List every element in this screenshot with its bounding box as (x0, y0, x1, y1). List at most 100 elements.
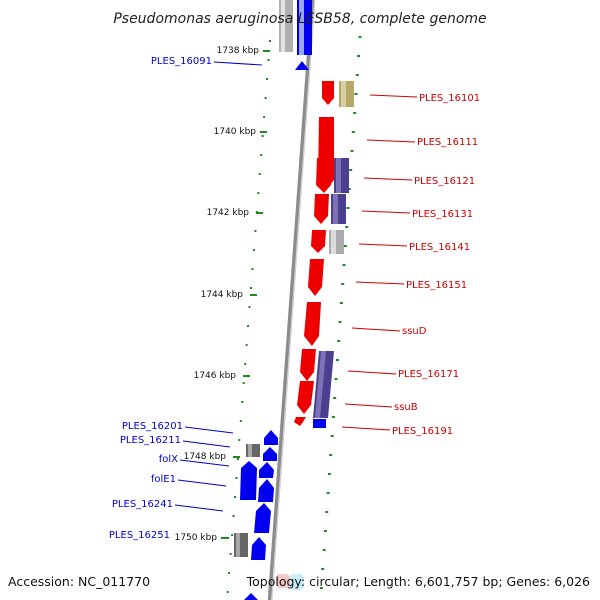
leader-ssud (351, 327, 401, 332)
gc-dot (229, 553, 232, 555)
gc-dot (357, 55, 361, 57)
leader-folx (179, 459, 230, 467)
leader-ssub (344, 403, 393, 408)
scale-label-1746: 1746 kbp (194, 371, 237, 381)
leader-ples-16131 (361, 210, 411, 214)
gc-dot (355, 74, 359, 76)
leader-ples-16241 (174, 504, 224, 512)
gc-dot (263, 116, 266, 118)
gc-dot (334, 378, 338, 380)
gc-content-track (226, 36, 362, 593)
gc-dot (341, 283, 345, 285)
gc-dot (333, 397, 337, 399)
gc-dot (353, 112, 357, 114)
scale-label-1750: 1750 kbp (175, 533, 218, 543)
faint-feature-pink (276, 574, 290, 588)
gc-dot (350, 150, 354, 152)
leader-ples-16151 (355, 281, 405, 285)
gene-ples-16251-b (251, 537, 266, 560)
feature-gray-shine (331, 230, 336, 254)
gene-ples-16241-b (254, 503, 271, 533)
feature-top-blue-shine (299, 0, 304, 55)
leader-ples-16111 (366, 139, 416, 143)
gc-dot (346, 207, 350, 209)
gc-dot (258, 173, 261, 175)
label-ples-16111: PLES_16111 (417, 137, 478, 148)
reverse-genes (234, 430, 278, 600)
gene-ples-16211-shine (248, 444, 252, 457)
gc-dot (234, 496, 236, 498)
scale-label-1744: 1744 kbp (201, 290, 244, 300)
gc-dot (241, 401, 244, 403)
gc-dot (347, 188, 351, 190)
feature-purple-1-shine (336, 158, 341, 193)
leader-ples-16201 (184, 426, 234, 434)
gene-ples-16191 (294, 417, 306, 426)
gc-dot (331, 416, 335, 418)
map-title: Pseudomonas aeruginosa LESB58, complete … (113, 11, 486, 27)
gc-dot (232, 515, 235, 517)
gc-dot (345, 226, 349, 228)
leader-ples-16121 (363, 177, 413, 181)
gc-dot (321, 568, 325, 570)
label-ples-16131: PLES_16131 (412, 209, 473, 220)
scale-label-1748: 1748 kbp (184, 452, 227, 462)
gene-ples-16101 (322, 81, 334, 105)
gc-dot (358, 36, 362, 38)
genome-backbone (267, 0, 316, 600)
gc-dot (238, 439, 241, 441)
feature-olive-shine (341, 81, 346, 107)
gene-ples-16151 (308, 259, 324, 296)
left-gene-labels: PLES_16091 PLES_16201 PLES_16211 folX fo… (109, 56, 263, 541)
gc-dot (236, 458, 239, 460)
gc-dot (326, 492, 330, 494)
gc-dot (247, 325, 250, 327)
gc-dot (261, 135, 264, 137)
gc-dot (226, 591, 229, 593)
gc-dot (248, 306, 251, 308)
faint-feature-cyan (290, 574, 304, 590)
gc-dot (354, 93, 358, 95)
label-ssud: ssuD (402, 326, 427, 337)
label-ples-16121: PLES_16121 (414, 176, 475, 187)
gc-dot (319, 587, 323, 589)
accession-text: Accession: NC_011770 (8, 574, 150, 589)
label-ples-16191: PLES_16191 (392, 426, 453, 437)
gene-ples-16201 (264, 430, 278, 445)
gene-ples-16251-shine (236, 533, 240, 557)
gc-dot (338, 321, 342, 323)
gc-dot (244, 363, 247, 365)
gc-dot (260, 154, 263, 156)
gc-dot (264, 97, 267, 99)
label-ples-16151: PLES_16151 (406, 280, 467, 291)
label-ples-16201: PLES_16201 (122, 421, 183, 432)
scale-ticks (221, 50, 270, 539)
label-fole1: folE1 (151, 474, 176, 485)
gc-dot (257, 192, 260, 194)
gc-dot (254, 230, 257, 232)
gene-ples-16171 (300, 349, 316, 381)
forward-genes (294, 81, 334, 426)
label-ples-16141: PLES_16141 (409, 242, 470, 253)
gc-dot (235, 477, 238, 479)
gc-dot (327, 473, 331, 475)
gc-dot (330, 435, 334, 437)
gc-dot (266, 78, 268, 80)
label-ssub: ssuB (394, 402, 418, 413)
scale-label-1742: 1742 kbp (207, 208, 250, 218)
label-ples-16101: PLES_16101 (419, 93, 480, 104)
feature-top-gray-shine (281, 0, 285, 52)
scale-labels: 1738 kbp 1740 kbp 1742 kbp 1744 kbp 1746… (175, 46, 260, 543)
gene-ssud (304, 302, 321, 346)
feature-purple-2-shine (333, 194, 338, 224)
feature-purple-3-shine (315, 351, 326, 418)
label-ples-16171: PLES_16171 (398, 369, 459, 380)
leader-ples-16101 (369, 94, 418, 98)
leader-ples-16211 (182, 440, 231, 448)
gene-ples-16241 (258, 479, 274, 502)
feature-blue-small (313, 419, 326, 428)
gc-dot (351, 131, 355, 133)
gc-dot (323, 530, 327, 532)
gc-dot (231, 534, 234, 536)
